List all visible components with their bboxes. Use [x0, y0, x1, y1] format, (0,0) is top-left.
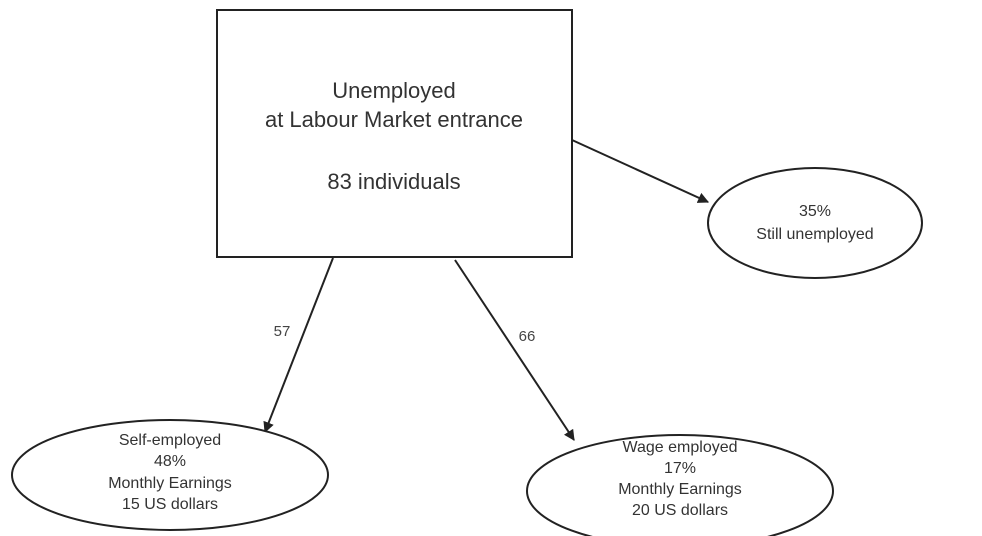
edge-label: 57 [274, 323, 291, 340]
node-text: at Labour Market entrance [265, 107, 523, 132]
edge-arrow [454, 259, 575, 441]
node-ellipse [11, 419, 329, 531]
node-text: Monthly Earnings [618, 481, 742, 498]
node-text: Wage employed [622, 439, 737, 456]
edge-label: 66 [519, 328, 536, 345]
node-text: Still unemployed [756, 226, 873, 243]
node-text: Monthly Earnings [108, 475, 232, 492]
edge-arrow [571, 139, 710, 203]
node-text: 48% [154, 453, 186, 470]
node-text: 15 US dollars [122, 496, 218, 513]
node-text: Unemployed [332, 78, 456, 103]
node-text: 17% [664, 460, 696, 477]
edge-arrow [263, 257, 334, 434]
node-box [216, 9, 573, 258]
node-text: 20 US dollars [632, 502, 728, 519]
node-text: Self-employed [119, 432, 221, 449]
node-ellipse [707, 167, 923, 279]
node-text: 83 individuals [327, 169, 460, 194]
node-text: 35% [799, 203, 831, 220]
node-ellipse [526, 434, 834, 536]
